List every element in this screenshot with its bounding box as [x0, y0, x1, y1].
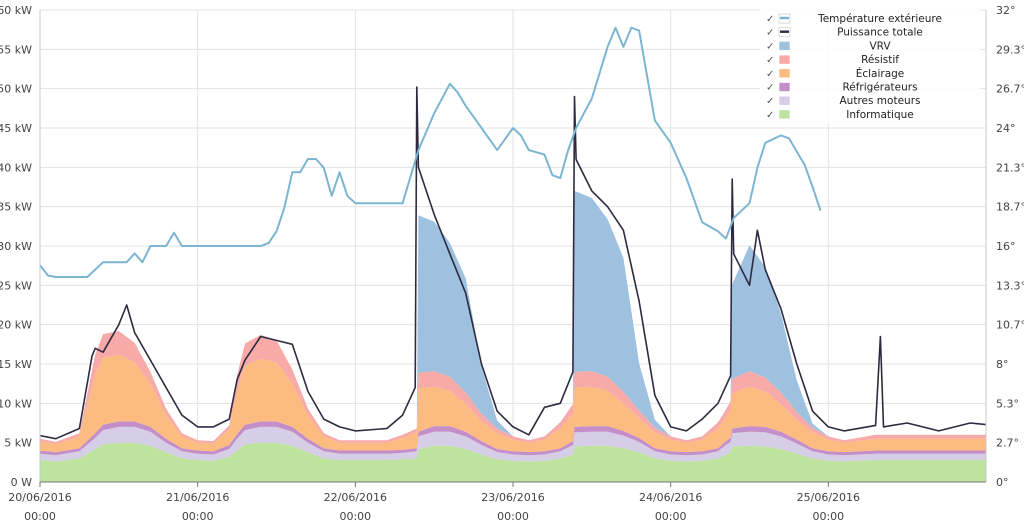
y-right-tick-label: 8° — [996, 358, 1009, 371]
y-right-tick-label: 24° — [996, 122, 1016, 135]
area-autres-moteurs — [40, 426, 986, 462]
y-left-tick-label: 35 kW — [0, 201, 32, 214]
y-left-tick-label: 0 W — [11, 476, 32, 489]
y-left-tick-label: 20 kW — [0, 319, 32, 332]
legend-swatch — [778, 54, 791, 65]
x-tick-date-label: 21/06/2016 — [166, 491, 229, 504]
y-left-tick-label: 5 kW — [4, 437, 32, 450]
area-informatique — [40, 442, 986, 482]
area-eclairage — [40, 354, 986, 453]
x-tick-date-label: 25/06/2016 — [797, 491, 860, 504]
y-right-tick-label: 32° — [996, 4, 1016, 17]
legend-item-autres-moteurs[interactable]: ✓ Autres moteurs — [766, 95, 920, 107]
legend-item-vrv[interactable]: ✓ VRV — [766, 40, 891, 52]
legend-label: Température extérieure — [817, 13, 942, 25]
legend-check-icon[interactable]: ✓ — [766, 110, 774, 121]
legend-label: VRV — [869, 40, 891, 52]
legend-label: Réfrigérateurs — [842, 82, 917, 94]
legend[interactable]: ✓ Température extérieure ✓ Puissance totale… — [760, 8, 980, 124]
legend-check-icon[interactable]: ✓ — [766, 28, 774, 39]
legend-item-temperature-exterieure[interactable]: ✓ Température extérieure — [766, 13, 942, 25]
legend-check-icon[interactable]: ✓ — [766, 41, 774, 52]
y-left-tick-label: 45 kW — [0, 122, 32, 135]
y-left-tick-label: 15 kW — [0, 358, 32, 371]
legend-label: Informatique — [846, 109, 913, 121]
legend-check-icon[interactable]: ✓ — [766, 83, 774, 94]
x-tick-date-label: 24/06/2016 — [639, 491, 702, 504]
y-right-tick-label: 29.3° — [996, 43, 1024, 56]
x-tick-date-label: 23/06/2016 — [481, 491, 544, 504]
y-left-tick-label: 30 kW — [0, 240, 32, 253]
y-left-tick-label: 50 kW — [0, 83, 32, 96]
x-tick-date-label: 22/06/2016 — [324, 491, 387, 504]
legend-label: Puissance totale — [837, 27, 923, 39]
x-tick-time-label: 00:00 — [339, 510, 371, 523]
line-temperature-exterieure — [39, 26, 822, 278]
legend-check-icon[interactable]: ✓ — [766, 55, 774, 66]
line-puissance-totale — [39, 86, 987, 440]
legend-item-refrigerateurs[interactable]: ✓ Réfrigérateurs — [766, 82, 918, 94]
legend-item-puissance-totale[interactable]: ✓ Puissance totale — [766, 27, 923, 39]
y-left-tick-label: 55 kW — [0, 43, 32, 56]
y-right-tick-label: 21.3° — [996, 161, 1024, 174]
y-left-tick-label: 60 kW — [0, 4, 32, 17]
legend-label: Éclairage — [856, 67, 905, 80]
legend-check-icon[interactable]: ✓ — [766, 96, 774, 107]
x-tick-time-label: 00:00 — [497, 510, 529, 523]
legend-background — [760, 8, 980, 124]
y-right-tick-label: 18.7° — [996, 201, 1024, 214]
y-left-tick-label: 40 kW — [0, 161, 32, 174]
series-lines — [39, 26, 987, 440]
legend-swatch — [778, 41, 791, 51]
x-tick-time-label: 00:00 — [24, 510, 56, 523]
y-right-tick-label: 10.7° — [996, 319, 1024, 332]
y-right-tick-label: 26.7° — [996, 83, 1024, 96]
legend-swatch — [778, 68, 791, 79]
y-left-tick-label: 10 kW — [0, 397, 32, 410]
legend-check-icon[interactable]: ✓ — [766, 14, 774, 25]
legend-item-informatique[interactable]: ✓ Informatique — [766, 109, 914, 121]
axes: 0 W 5 kW 10 kW 15 kW 20 kW 25 kW 30 kW 35 kW 40 … — [0, 4, 1024, 523]
stacked-areas — [40, 190, 986, 482]
area-refrigerateurs — [40, 421, 986, 456]
x-tick-date-label: 20/06/2016 — [8, 491, 71, 504]
y-right-tick-label: 0° — [996, 476, 1009, 489]
legend-item-eclairage[interactable]: ✓ Éclairage — [766, 67, 904, 80]
legend-item-resistif[interactable]: ✓ Résistif — [766, 54, 899, 66]
legend-label: Autres moteurs — [840, 95, 921, 107]
y-right-tick-label: 2.7° — [996, 437, 1019, 450]
legend-swatch — [778, 109, 791, 120]
y-left-tick-label: 25 kW — [0, 279, 32, 292]
y-right-tick-label: 13.3° — [996, 279, 1024, 292]
legend-swatch — [778, 95, 791, 106]
y-right-tick-label: 16° — [996, 240, 1016, 253]
x-tick-time-label: 00:00 — [655, 510, 687, 523]
area-resistif — [40, 331, 986, 445]
legend-check-icon[interactable]: ✓ — [766, 69, 774, 80]
legend-label: Résistif — [861, 54, 899, 66]
y-right-tick-label: 5.3° — [996, 397, 1019, 410]
legend-swatch — [778, 82, 791, 92]
x-tick-time-label: 00:00 — [182, 510, 214, 523]
x-tick-time-label: 00:00 — [812, 510, 844, 523]
area-vrv — [40, 190, 986, 442]
